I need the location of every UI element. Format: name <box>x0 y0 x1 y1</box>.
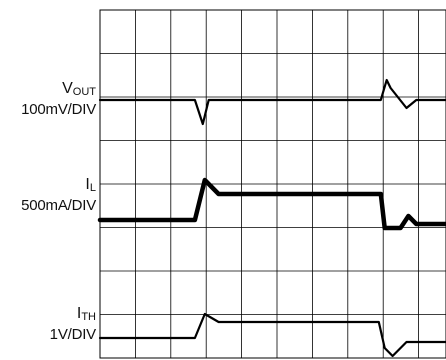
channel-symbol-main: I <box>76 305 82 322</box>
channel-label-vout: VOUT 100mV/DIV <box>21 80 96 118</box>
channel-symbol: ITH <box>50 305 96 326</box>
channel-symbol: IL <box>21 176 96 197</box>
channel-symbol-subscript: L <box>89 182 96 194</box>
channel-scale: 500mA/DIV <box>21 197 96 214</box>
channel-label-ith: ITH 1V/DIV <box>49 305 97 343</box>
il-trace <box>97 177 446 231</box>
channel-scale: 100mV/DIV <box>21 101 96 118</box>
channel-scale: 1V/DIV <box>49 326 97 343</box>
channel-symbol-subscript: TH <box>81 311 96 323</box>
channel-symbol-main: V <box>62 80 73 97</box>
channel-symbol-main: I <box>85 176 90 193</box>
ith-trace <box>98 312 446 358</box>
channel-label-il: IL 500mA/DIV <box>21 176 96 214</box>
channel-symbol: VOUT <box>21 80 96 101</box>
vout-trace <box>98 78 446 126</box>
channel-symbol-subscript: OUT <box>72 86 96 98</box>
